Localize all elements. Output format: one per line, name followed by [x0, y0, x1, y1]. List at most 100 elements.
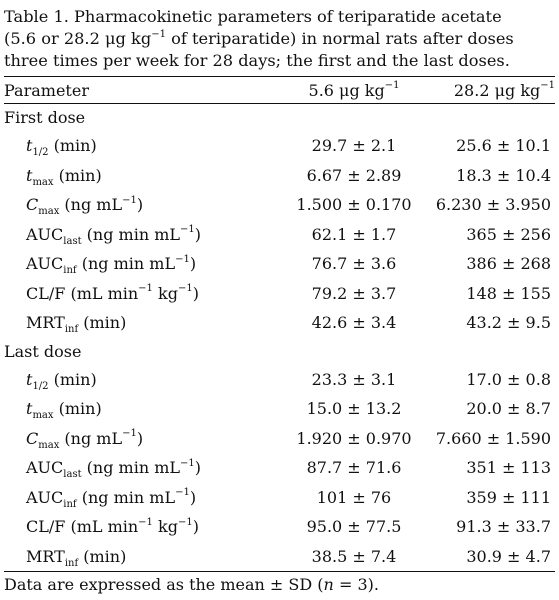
low-dose-value: 79.2 ± 3.7	[311, 283, 397, 303]
parameter-subscript: inf	[63, 498, 77, 510]
low-dose-value: 1.920 ± 0.970	[296, 428, 412, 448]
parameter-symbol: t	[26, 399, 33, 419]
parameter-cell: Cmax (ng mL−1)	[4, 424, 280, 454]
parameter-unit: )	[192, 517, 199, 537]
low-dose-value: 62.1 ± 1.7	[311, 224, 397, 244]
caption-line: (5.6 or 28.2 μg kg−1 of teriparatide) in…	[4, 28, 555, 50]
caption-text: of teriparatide) in normal rats after do…	[165, 29, 514, 48]
table-row: t1/2 (min) 29.7 ± 2.1 25.6 ± 10.1	[4, 131, 555, 161]
high-dose-value: 359 ± 111	[466, 487, 551, 507]
header-superscript: −1	[384, 80, 400, 92]
parameter-subscript: max	[38, 439, 60, 451]
parameter-cell: AUClast (ng min mL−1)	[4, 453, 280, 483]
low-dose-value: 15.0 ± 13.2	[306, 399, 402, 419]
parameter-subscript: 1/2	[32, 380, 49, 392]
low-dose-value: 23.3 ± 3.1	[311, 369, 397, 389]
parameter-unit: (mL min	[65, 283, 139, 303]
parameter-unit: (min)	[48, 136, 97, 156]
parameter-symbol: MRT	[26, 546, 65, 566]
parameter-unit: (ng min mL	[76, 487, 176, 507]
parameter-unit: (ng min mL	[81, 458, 181, 478]
high-dose-value: 25.6 ± 10.1	[456, 136, 551, 156]
section-row: Last dose	[4, 338, 555, 365]
parameter-symbol: AUC	[26, 487, 64, 507]
high-dose-value: 30.9 ± 4.7	[466, 546, 551, 566]
caption-line: three times per week for 28 days; the fi…	[4, 51, 510, 70]
unit-superscript: −1	[175, 253, 190, 265]
section-title: First dose	[4, 108, 86, 127]
caption-text: (5.6 or 28.2 μg kg	[4, 29, 152, 48]
table-footnote: Data are expressed as the mean ± SD (n =…	[4, 572, 555, 598]
parameter-symbol: CL/F	[26, 517, 66, 537]
unit-superscript: −1	[180, 224, 195, 236]
parameter-cell: CL/F (mL min−1 kg−1)	[4, 279, 280, 309]
table-row: AUClast (ng min mL−1) 87.7 ± 71.6 351 ± 11…	[4, 453, 555, 483]
parameter-unit: (min)	[48, 369, 97, 389]
unit-superscript: −1	[180, 457, 195, 469]
table-row: tmax (min) 6.67 ± 2.89 18.3 ± 10.4	[4, 161, 555, 191]
high-dose-value: 386 ± 268	[466, 254, 551, 274]
unit-superscript: −1	[138, 516, 153, 528]
low-dose-value: 95.0 ± 77.5	[306, 517, 402, 537]
parameter-unit: (min)	[53, 399, 102, 419]
parameter-cell: tmax (min)	[4, 394, 280, 424]
table-figure: Table 1. Pharmacokinetic parameters of t…	[4, 0, 555, 598]
table-body: First dose t1/2 (min) 29.7 ± 2.1 25.6 ± 10.…	[4, 103, 555, 572]
pk-table: Parameter 5.6 μg kg−1 28.2 μg kg−1 First…	[4, 77, 555, 571]
low-dose-value: 6.67 ± 2.89	[306, 165, 402, 185]
parameter-symbol: t	[26, 165, 33, 185]
parameter-cell: Cmax (ng mL−1)	[4, 190, 280, 220]
parameter-cell: AUClast (ng min mL−1)	[4, 220, 280, 250]
unit-superscript: −1	[122, 428, 137, 440]
table-row: CL/F (mL min−1 kg−1) 95.0 ± 77.5 91.3 ± 33…	[4, 512, 555, 542]
low-dose-value: 87.7 ± 71.6	[306, 458, 402, 478]
parameter-symbol: C	[26, 428, 39, 448]
header-high-dose: 28.2 μg kg−1	[428, 77, 555, 104]
section-row: First dose	[4, 103, 555, 132]
parameter-subscript: inf	[63, 265, 77, 277]
parameter-unit: (ng min mL	[81, 224, 181, 244]
parameter-unit: )	[194, 458, 202, 478]
high-dose-value: 18.3 ± 10.4	[456, 165, 551, 185]
parameter-cell: AUCinf (ng min mL−1)	[4, 249, 280, 279]
low-dose-value: 101 ± 76	[316, 487, 392, 507]
unit-superscript: −1	[175, 487, 190, 499]
table-caption: Table 1. Pharmacokinetic parameters of t…	[4, 6, 555, 72]
table-row: AUCinf (ng min mL−1) 101 ± 76 359 ± 111	[4, 483, 555, 513]
parameter-subscript: 1/2	[32, 147, 49, 159]
parameter-unit: (ng min mL	[76, 254, 176, 274]
header-parameter: Parameter	[4, 80, 89, 100]
parameter-symbol: AUC	[26, 458, 64, 478]
parameter-cell: t1/2 (min)	[4, 131, 280, 161]
unit-superscript: −1	[177, 283, 193, 295]
parameter-unit: (min)	[78, 546, 127, 566]
parameter-cell: tmax (min)	[4, 161, 280, 191]
parameter-subscript: last	[63, 469, 82, 481]
parameter-symbol: t	[26, 369, 33, 389]
section-title: Last dose	[4, 341, 82, 361]
unit-superscript: −1	[122, 194, 137, 206]
parameter-symbol: C	[26, 195, 39, 215]
table-row: AUCinf (ng min mL−1) 76.7 ± 3.6 386 ± 268	[4, 249, 555, 279]
parameter-subscript: max	[32, 410, 54, 422]
header-row: Parameter 5.6 μg kg−1 28.2 μg kg−1	[4, 77, 555, 104]
parameter-cell: AUCinf (ng min mL−1)	[4, 483, 280, 513]
footnote-text: = 3).	[333, 575, 379, 594]
low-dose-value: 42.6 ± 3.4	[311, 313, 397, 333]
parameter-cell: MRTinf (min)	[4, 308, 280, 338]
parameter-unit: (ng mL	[59, 428, 123, 448]
table-row: t1/2 (min) 23.3 ± 3.1 17.0 ± 0.8	[4, 365, 555, 395]
header-text: 28.2 μg kg	[453, 80, 541, 100]
unit-superscript: −1	[138, 283, 153, 295]
high-dose-value: 20.0 ± 8.7	[466, 399, 551, 419]
table-row: Cmax (ng mL−1) 1.920 ± 0.970 7.660 ± 1.590	[4, 424, 555, 454]
parameter-unit: )	[189, 254, 197, 274]
parameter-unit: (mL min	[65, 517, 139, 537]
parameter-cell: MRTinf (min)	[4, 542, 280, 572]
footnote-variable: n	[323, 575, 334, 594]
table-row: tmax (min) 15.0 ± 13.2 20.0 ± 8.7	[4, 394, 555, 424]
high-dose-value: 351 ± 113	[466, 458, 551, 478]
table-row: Cmax (ng mL−1) 1.500 ± 0.170 6.230 ± 3.950	[4, 190, 555, 220]
high-dose-value: 148 ± 155	[466, 283, 551, 303]
footnote-text: Data are expressed as the mean ± SD (	[4, 575, 324, 594]
